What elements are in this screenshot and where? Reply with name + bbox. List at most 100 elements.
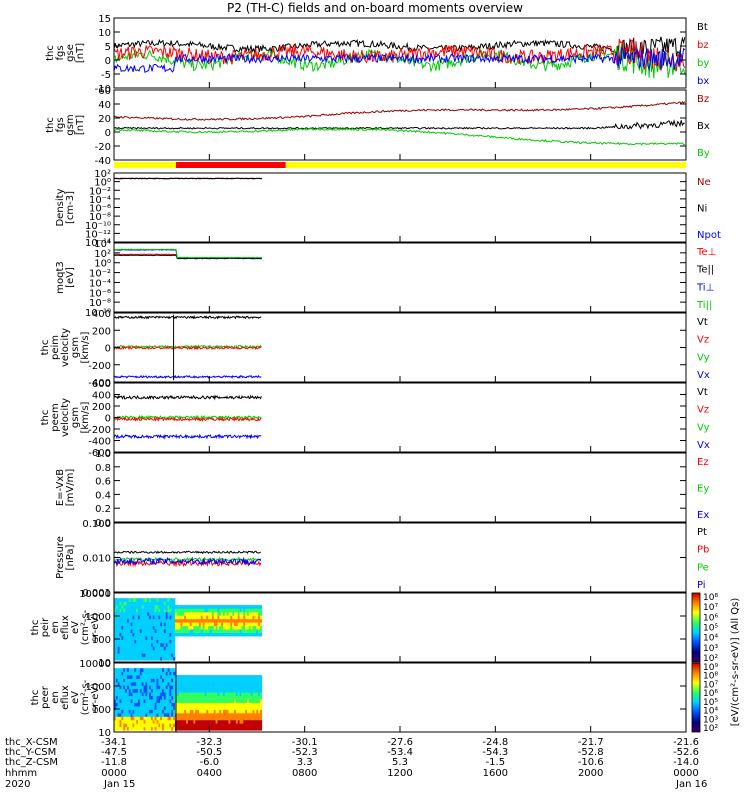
spec-cell: [239, 632, 242, 637]
spec-cell: [245, 726, 248, 731]
spec-cell: [202, 719, 205, 724]
spec-cell: [193, 678, 196, 683]
spec-cell: [132, 668, 135, 672]
spec-cell: [245, 629, 248, 633]
spec-cell: [158, 649, 161, 654]
spec-cell: [128, 709, 131, 714]
spec-cell: [245, 723, 248, 728]
spec-cell: [171, 685, 174, 690]
spec-cell: [126, 723, 130, 728]
spec-cell: [147, 713, 150, 717]
spec-cell: [145, 649, 148, 654]
spec-cell: [114, 719, 117, 724]
spec-cell: [136, 643, 139, 647]
spec-cell: [191, 688, 194, 693]
spec-cell: [114, 629, 117, 633]
spec-cell: [162, 685, 165, 690]
spec-cell: [186, 688, 189, 693]
legend-Ne: Ne: [697, 177, 711, 188]
spec-cell: [132, 636, 135, 640]
spec-cell: [165, 726, 168, 731]
spec-cell: [243, 681, 246, 686]
spec-cell: [132, 678, 135, 683]
spec-cell: [219, 675, 222, 679]
panel-frame: [113, 172, 687, 243]
colorbar-1: [691, 592, 701, 663]
spec-cell: [232, 615, 235, 620]
spec-cell: [252, 615, 255, 620]
spec-cell: [173, 681, 176, 686]
spec-cell: [115, 646, 118, 651]
spec-cell: [182, 695, 185, 700]
spec-cell: [139, 695, 143, 700]
spec-cell: [134, 675, 137, 679]
spec-cell: [169, 685, 172, 690]
spec-cell: [156, 608, 159, 613]
spec-cell: [211, 622, 215, 627]
spec-cell: [125, 653, 128, 658]
spec-cell: [128, 726, 131, 731]
spec-cell: [241, 699, 244, 703]
spec-cell: [158, 709, 161, 714]
spec-cell: [197, 681, 200, 686]
spec-cell: [228, 608, 231, 613]
spec-cell: [171, 646, 174, 651]
spec-cell: [132, 622, 135, 627]
y-axis-label: gsm: [70, 337, 81, 358]
spec-cell: [176, 716, 179, 721]
spec-cell: [169, 668, 172, 672]
spec-cell: [178, 618, 181, 623]
spec-cell: [193, 622, 196, 627]
series-Vz: [114, 416, 262, 422]
spec-cell: [226, 706, 229, 710]
spec-cell: [158, 695, 161, 700]
spec-cell: [147, 726, 150, 731]
spec-cell: [149, 618, 152, 623]
spec-cell: [219, 608, 222, 613]
spec-cell: [143, 649, 146, 654]
spec-cell: [198, 692, 202, 697]
spec-cell: [121, 726, 124, 731]
spec-cell: [134, 699, 137, 703]
spec-cell: [136, 719, 139, 724]
spec-cell: [119, 636, 122, 640]
spec-cell: [139, 646, 143, 651]
spec-cell: [163, 681, 167, 686]
spec-cell: [162, 649, 165, 654]
spec-cell: [150, 719, 154, 724]
spec-cell: [195, 699, 198, 703]
spec-cell: [152, 636, 155, 640]
spec-cell: [195, 723, 198, 728]
spec-cell: [226, 632, 229, 637]
spec-cell: [186, 618, 189, 623]
spec-cell: [158, 699, 161, 703]
spec-cell: [121, 695, 124, 700]
spec-cell: [186, 625, 189, 630]
spec-cell: [184, 726, 187, 731]
spec-cell: [114, 601, 117, 606]
spec-cell: [115, 702, 118, 707]
spec-cell: [237, 625, 240, 630]
spec-cell: [128, 598, 131, 602]
spec-cell: [136, 678, 139, 683]
spec-cell: [176, 699, 179, 703]
spec-cell: [211, 719, 215, 724]
spec-cell: [184, 618, 187, 623]
spec-cell: [136, 723, 139, 728]
spec-cell: [119, 709, 122, 714]
spec-cell: [132, 615, 135, 620]
spec-cell: [173, 632, 176, 637]
spec-cell: [193, 625, 196, 630]
y-tick-label: -10: [95, 84, 111, 95]
spec-cell: [252, 706, 255, 710]
spec-cell: [123, 611, 126, 616]
spec-cell: [182, 678, 185, 683]
spec-cell: [232, 675, 235, 679]
spec-cell: [178, 681, 181, 686]
spec-cell: [189, 688, 192, 693]
spec-cell: [210, 713, 213, 717]
y-axis-label: peer: [40, 685, 51, 709]
spec-cell: [248, 678, 251, 683]
spec-cell: [136, 636, 139, 640]
spec-cell: [195, 716, 198, 721]
